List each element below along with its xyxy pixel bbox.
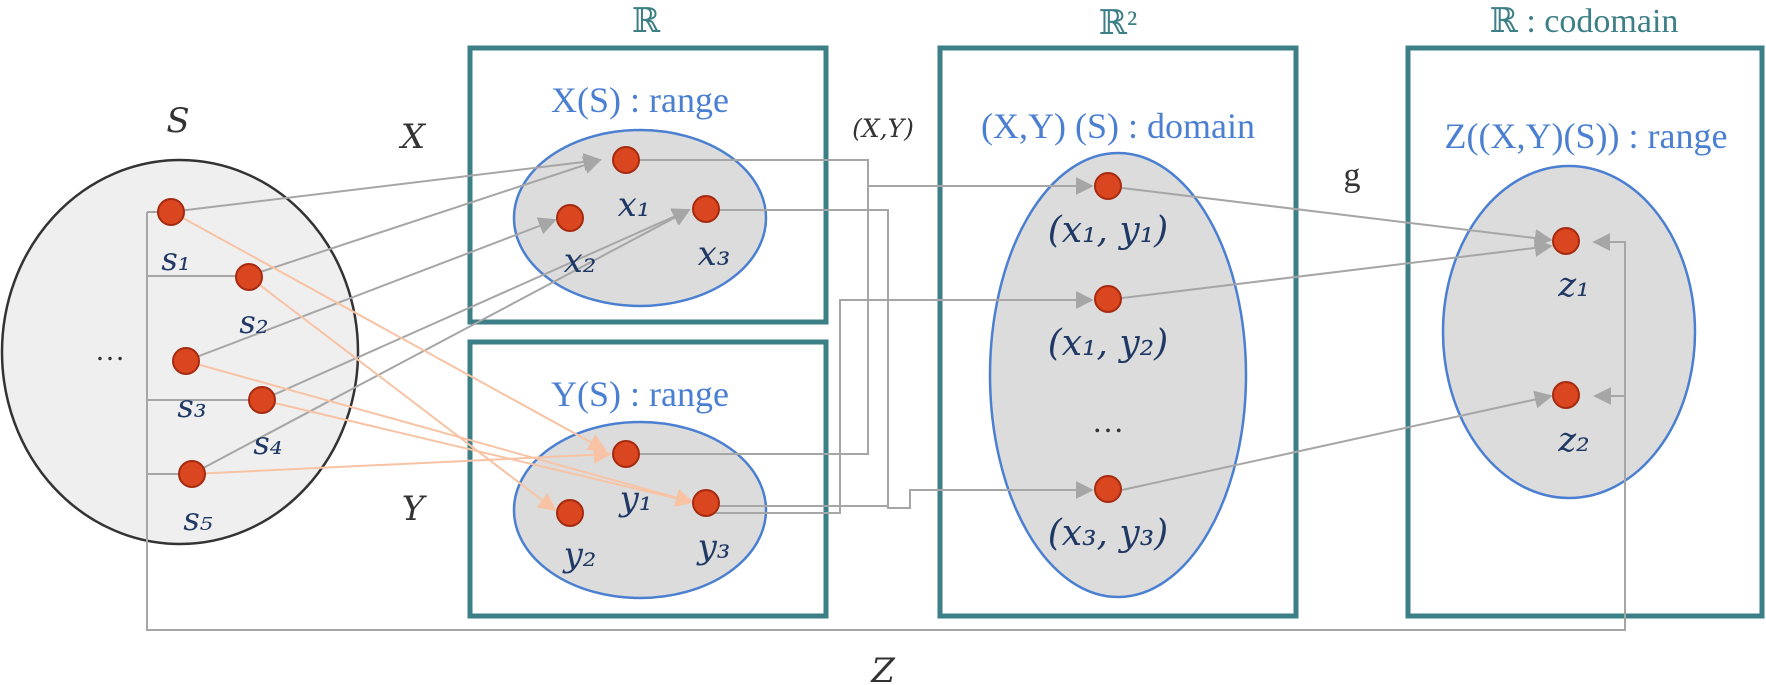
label-s1: s₁ [161, 240, 190, 278]
arrow-y2-pair12 [706, 291, 1094, 514]
point-pair-x1-y2 [1094, 285, 1122, 313]
range-z-ellipse [1441, 164, 1697, 500]
label-pair-x1-y1: (x₁, y₁) [1048, 210, 1168, 251]
label-y2: y₂ [562, 535, 597, 575]
box-codomain [1405, 45, 1765, 619]
box-r2-header: ℝ² [1099, 5, 1137, 42]
arrow-s3-x2 [185, 217, 557, 362]
point-y2 [556, 499, 584, 527]
box-r-header: ℝ [632, 3, 661, 40]
set-s-ellipsis: … [95, 334, 125, 367]
map-g-label: g [1344, 157, 1361, 194]
label-z2: z₂ [1557, 420, 1590, 460]
box-r2 [937, 45, 1299, 619]
arrow-pair33-z2 [1121, 390, 1553, 491]
arrow-s2-x1 [146, 156, 602, 277]
label-s3: s₃ [177, 387, 206, 425]
arrow-s5-y1 [191, 445, 612, 475]
arrow-pair11-z1 [1121, 187, 1553, 247]
label-s5: s₅ [183, 500, 212, 538]
point-s5 [178, 460, 206, 488]
arrow-s2-y2 [247, 275, 557, 512]
label-y3: y₃ [696, 527, 731, 567]
y-points: y₁ y₂ y₃ [556, 440, 731, 575]
point-x3 [692, 195, 720, 223]
x-map-arrows [146, 153, 1626, 631]
arrow-pair12-z1 [1121, 239, 1553, 299]
label-pair-x3-y3: (x₃, y₃) [1048, 513, 1168, 554]
x-points: x₁ x₂ x₃ [556, 146, 731, 281]
domain-label: (X,Y) (S) : domain [981, 106, 1255, 146]
arrow-x3-pair33 [706, 209, 1094, 509]
map-x-label: X [398, 117, 427, 157]
s-points: s₁ s₂ s₃ s₄ s₅ [157, 198, 283, 538]
domain-ellipse [988, 151, 1248, 599]
arrow-x1-pair11 [626, 159, 1094, 195]
point-s1 [157, 198, 185, 226]
label-s2: s₂ [239, 303, 268, 341]
pair-points: (x₁, y₁) (x₁, y₂) … (x₃, y₃) [1048, 172, 1168, 554]
point-s4 [248, 386, 276, 414]
y-map-arrows [171, 211, 694, 512]
arrow-s1-y1 [171, 211, 607, 451]
range-y-label: Y(S) : range [551, 374, 729, 414]
box-codomain-header: ℝ : codomain [1490, 3, 1679, 40]
label-s4: s₄ [253, 424, 282, 462]
arrow-s4-x3 [146, 208, 691, 401]
box-r-y [467, 339, 829, 619]
point-x1 [612, 146, 640, 174]
point-s3 [172, 347, 200, 375]
range-x-label: X(S) : range [551, 80, 729, 120]
point-z2 [1552, 381, 1580, 409]
arrow-y1-pair11 [626, 186, 869, 455]
xy-map-arrows [626, 159, 1094, 514]
z-points: z₁ z₂ [1552, 227, 1590, 460]
arrow-z-z1 [146, 233, 1626, 631]
point-pair-x3-y3 [1094, 475, 1122, 503]
range-z-label: Z((X,Y)(S)) : range [1445, 116, 1728, 156]
point-y1 [612, 440, 640, 468]
map-y-label: Y [402, 489, 428, 529]
point-x2 [556, 204, 584, 232]
arrow-s5-x3 [146, 209, 691, 475]
point-pair-x1-y1 [1094, 172, 1122, 200]
label-x1: x₁ [618, 185, 651, 225]
point-s2 [235, 263, 263, 291]
label-z1: z₁ [1557, 265, 1590, 305]
map-z-label: Z [870, 651, 896, 685]
arrow-s3-y3 [185, 360, 694, 507]
arrow-s4-y3 [261, 399, 694, 508]
g-map-arrows [1121, 187, 1553, 491]
point-z1 [1552, 227, 1580, 255]
box-r-x [467, 45, 829, 325]
range-x-ellipse [512, 128, 768, 308]
point-y3 [692, 489, 720, 517]
set-s-label: S [166, 101, 189, 141]
pairs-ellipsis: … [1092, 403, 1124, 439]
map-xy-label: (X,Y) [852, 114, 914, 143]
label-x2: x₂ [564, 241, 597, 281]
label-y1: y₁ [618, 479, 653, 519]
label-x3: x₃ [698, 234, 731, 274]
range-y-ellipse [512, 420, 768, 600]
label-pair-x1-y2: (x₁, y₂) [1048, 323, 1168, 364]
